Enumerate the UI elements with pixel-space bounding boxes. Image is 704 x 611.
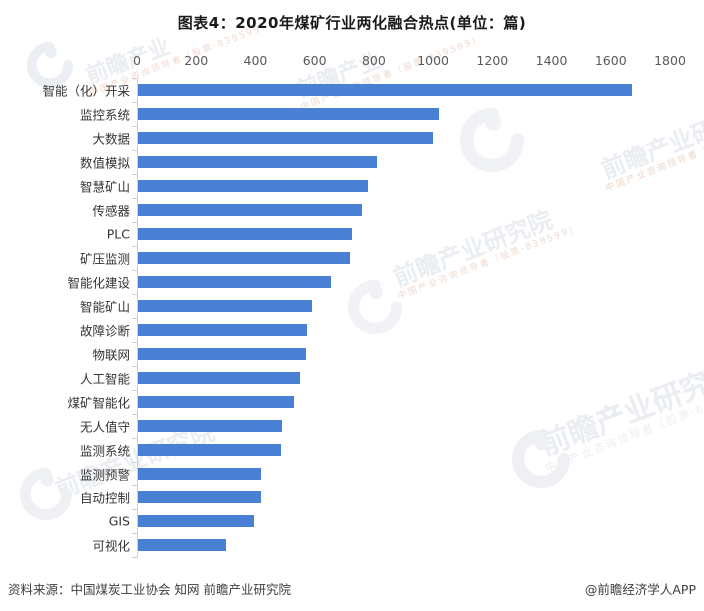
x-axis-tick-label: 600 (302, 53, 327, 68)
bar-row: 无人值守 (0, 414, 704, 438)
category-label: 监测预警 (79, 467, 130, 482)
category-label: 数值模拟 (79, 155, 130, 171)
category-axis-tick (132, 269, 137, 271)
bar (137, 491, 261, 504)
category-axis-tick (132, 365, 137, 367)
bar (137, 323, 308, 336)
category-axis-tick (132, 149, 137, 151)
category-axis-tick (132, 485, 137, 487)
category-label: GIS (108, 513, 130, 529)
category-label: 煤矿智能化 (67, 395, 130, 411)
category-axis-tick (132, 437, 137, 439)
category-axis-tick (132, 509, 137, 511)
category-axis-tick (132, 461, 137, 463)
category-axis-tick (132, 533, 137, 535)
bar (137, 539, 226, 552)
category-axis-tick (132, 221, 137, 223)
category-axis-tick (132, 78, 137, 79)
bar-row: 自动控制 (0, 485, 704, 509)
bar-row: 智能（化）开采 (0, 78, 704, 102)
category-axis-tick (132, 341, 137, 343)
bar-row: 大数据 (0, 126, 704, 150)
category-axis-tick (132, 317, 137, 319)
source-note: 资料来源：中国煤炭工业协会 知网 前瞻产业研究院 (8, 582, 291, 597)
bar-row: 智能化建设 (0, 270, 704, 294)
bar (137, 131, 434, 144)
category-axis-tick (132, 173, 137, 175)
category-label: 智能矿山 (79, 299, 130, 315)
category-label: 故障诊断 (79, 323, 130, 339)
bar (137, 275, 331, 288)
x-axis-tick-label: 1600 (594, 53, 627, 68)
x-axis-tick-label: 200 (184, 53, 209, 68)
chart-footer: 资料来源：中国煤炭工业协会 知网 前瞻产业研究院 @前瞻经济学人APP (0, 579, 704, 599)
category-label: 大数据 (92, 131, 130, 147)
x-axis-tick-label: 1800 (654, 53, 686, 68)
bar-row: 监测系统 (0, 438, 704, 462)
bar-row: PLC (0, 222, 704, 246)
category-label: 可视化 (92, 538, 130, 554)
bar (137, 347, 306, 360)
category-label: PLC (106, 226, 130, 242)
chart-title: 图表4：2020年煤矿行业两化融合热点(单位：篇) (177, 14, 527, 32)
bar-row: 物联网 (0, 342, 704, 366)
category-label: 人工智能 (79, 371, 130, 387)
bar-row: 故障诊断 (0, 318, 704, 342)
category-axis-tick (132, 389, 137, 391)
bar (137, 227, 352, 240)
bar (137, 179, 368, 192)
bar-row: 数值模拟 (0, 150, 704, 174)
bar (137, 515, 254, 528)
bar-row: 矿压监测 (0, 246, 704, 270)
bar-row: 传感器 (0, 198, 704, 222)
category-label: 物联网 (92, 347, 130, 363)
x-axis-tick-label: 1400 (535, 53, 568, 68)
bar-row: GIS (0, 509, 704, 533)
bar (137, 467, 262, 480)
category-axis-tick (132, 557, 137, 559)
bar (137, 419, 283, 432)
category-label: 智能化建设 (67, 275, 130, 291)
bar (137, 395, 294, 408)
bar-row: 智能矿山 (0, 294, 704, 318)
category-label: 传感器 (92, 203, 130, 219)
bar (137, 371, 300, 384)
category-label: 无人值守 (79, 419, 130, 435)
x-axis-tick-label: 400 (243, 53, 268, 68)
category-axis-tick (132, 293, 137, 295)
bar (137, 107, 440, 120)
category-label: 智慧矿山 (79, 179, 130, 195)
category-axis-tick (132, 125, 137, 127)
bar (137, 251, 351, 264)
bar-row: 可视化 (0, 533, 704, 557)
category-axis-tick (132, 197, 137, 199)
x-axis-tick-label: 800 (361, 53, 386, 68)
category-axis-tick (132, 413, 137, 415)
bar (137, 443, 281, 456)
plot-area: 智能（化）开采监控系统大数据数值模拟智慧矿山传感器 PLC 矿压监测智能化建设智能矿… (0, 78, 704, 558)
category-label: 监测系统 (79, 443, 130, 459)
category-axis-tick (132, 245, 137, 247)
bar (137, 203, 363, 216)
bar-row: 人工智能 (0, 366, 704, 390)
credit-note: @前瞻经济学人APP (584, 582, 696, 597)
x-axis-tick-label: 1000 (417, 53, 450, 68)
category-axis-line (137, 78, 138, 558)
bar (137, 299, 312, 312)
bar (137, 84, 632, 96)
category-axis-tick (132, 101, 137, 103)
category-label: 监控系统 (79, 107, 130, 123)
category-label: 自动控制 (79, 490, 130, 506)
x-axis-tick-label: 0 (133, 53, 141, 68)
category-label: 矿压监测 (79, 251, 130, 267)
bar-row: 监控系统 (0, 102, 704, 126)
bar-row: 智慧矿山 (0, 174, 704, 198)
bar (137, 155, 377, 168)
x-axis-tick-label: 1200 (476, 53, 509, 68)
bar-row: 监测预警 (0, 462, 704, 486)
category-label: 智能（化）开采 (42, 83, 130, 99)
bar-row: 煤矿智能化 (0, 390, 704, 414)
